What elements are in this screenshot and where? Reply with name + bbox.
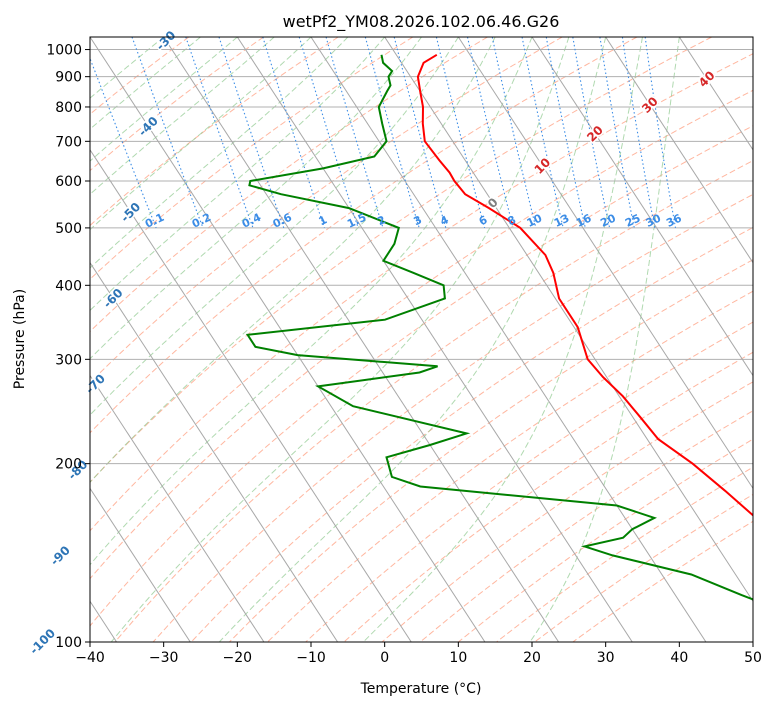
dry-adiabat (90, 37, 712, 483)
y-tick-label: 400 (55, 278, 82, 294)
moist-adiabats (90, 37, 680, 642)
mixing-ratio-line (644, 37, 677, 228)
dewpoint-profile-line (245, 54, 753, 601)
mixing-ratio-line (298, 37, 359, 229)
skewed-isotherm (90, 37, 486, 642)
mixing-ratio-line (185, 37, 254, 229)
moist-adiabat (90, 37, 312, 231)
dry-adiabat (90, 37, 563, 384)
skewed-isotherm (163, 37, 560, 642)
moist-adiabat (90, 37, 533, 566)
mixing-ratio-line (521, 37, 564, 229)
mixing-ratio-label: 25 (623, 212, 642, 230)
x-tick-label: 20 (523, 650, 541, 666)
mixing-ratio-line (364, 37, 420, 229)
y-tick-label: 500 (55, 221, 82, 237)
mixing-ratio-label: 36 (664, 211, 684, 229)
skewed-isotherm (310, 37, 707, 642)
x-tick-label: 10 (449, 650, 467, 666)
x-axis-label: Temperature (°C) (360, 681, 482, 697)
dry-adiabat (90, 37, 638, 434)
mixing-ratio-line (393, 37, 447, 229)
moist-adiabat (90, 37, 238, 162)
moist-adiabat (90, 37, 275, 195)
y-tick-label: 1000 (46, 43, 82, 59)
mixing-ratio-line (218, 37, 285, 229)
skewed-isotherm (90, 148, 412, 642)
mixing-ratio-label: 20 (598, 211, 618, 229)
moist-adiabat (90, 37, 386, 312)
plot-frame (89, 36, 754, 643)
chart-title: wetPf2_YM08.2026.102.06.46.G26 (283, 12, 560, 32)
dry-adiabat (90, 37, 264, 172)
mixing-ratio-label: 10 (525, 211, 545, 229)
dry-adiabat (90, 37, 488, 333)
mixing-ratio-line (262, 37, 325, 229)
skewed-isotherm (457, 37, 753, 490)
y-tick-label: 600 (55, 174, 82, 190)
plot-background (90, 37, 753, 642)
skewed-isotherm (678, 37, 753, 151)
x-tick-label: −10 (296, 650, 326, 666)
y-tick-label: 300 (55, 352, 82, 368)
sounding-series (245, 53, 753, 601)
pressure-gridlines (90, 49, 753, 642)
y-axis-label: Pressure (hPa) (12, 289, 28, 389)
dry-adiabat (190, 226, 753, 642)
y-tick-label: 800 (55, 100, 82, 116)
mixing-ratio-label: 16 (574, 211, 594, 229)
skewed-isotherm (605, 37, 753, 264)
temperature-profile-line (416, 53, 753, 517)
skewed-isotherm (90, 374, 265, 642)
x-tick-label: 0 (380, 650, 389, 666)
mixing-ratio-line (491, 37, 537, 229)
moist-adiabat (90, 37, 201, 130)
moist-adiabat (90, 37, 349, 269)
mixing-ratio-line (435, 37, 486, 229)
moist-adiabat (529, 37, 680, 642)
x-tick-label: −20 (223, 650, 253, 666)
mixing-ratio-line (325, 37, 384, 229)
y-tick-label: 200 (55, 457, 82, 473)
dry-adiabat (381, 381, 753, 642)
skewed-isotherms (90, 37, 753, 642)
x-axis-ticks: −40 −30 −20 −10 0 10 20 30 40 50 (75, 642, 762, 666)
moist-adiabat (90, 37, 459, 416)
dry-adiabat (90, 53, 753, 532)
moist-adiabat (90, 37, 496, 484)
moist-adiabat (90, 37, 165, 99)
y-tick-label: 100 (55, 635, 82, 651)
skewed-isotherm (531, 37, 753, 377)
skewed-isotherm (90, 487, 191, 642)
mixing-ratio-lines (90, 37, 677, 229)
y-tick-label: 900 (55, 70, 82, 86)
y-axis-ticks: 100 200 300 400 500 600 700 800 900 1000 (46, 43, 90, 651)
moist-adiabat (110, 37, 570, 642)
moist-adiabat (362, 37, 643, 642)
dry-adiabat (267, 290, 753, 642)
x-tick-label: 30 (597, 650, 615, 666)
x-tick-label: 50 (744, 650, 762, 666)
dry-adiabat (114, 159, 753, 642)
x-tick-label: 40 (670, 650, 688, 666)
x-tick-label: −40 (75, 650, 105, 666)
dry-adiabat (229, 259, 753, 642)
mixing-ratio-label: 30 (644, 211, 664, 229)
mixing-ratio-line (90, 56, 157, 229)
y-tick-label: 700 (55, 134, 82, 150)
skewed-isotherm (236, 37, 633, 642)
skewed-isotherm (90, 261, 339, 642)
x-tick-label: −30 (149, 650, 179, 666)
mixing-ratio-line (466, 37, 514, 229)
mixing-ratio-label: 13 (552, 212, 571, 230)
mixing-ratio-line (131, 37, 204, 229)
